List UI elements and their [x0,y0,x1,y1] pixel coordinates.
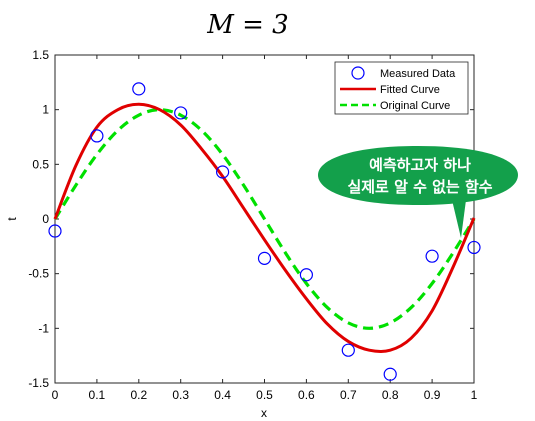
x-tick-label: 0 [52,388,59,402]
legend-marker-measured-data [351,66,365,80]
y-tick-label: 1 [42,103,49,117]
y-tick-label: -1 [38,321,49,335]
x-tick-label: 0.5 [256,388,273,402]
data-point [467,240,481,255]
callout-tail [452,200,466,238]
y-axis: -1.5 -1 -0.5 0 0.5 1 1.5 [28,48,474,390]
data-point [174,106,188,120]
y-tick-label: 0 [42,212,49,226]
data-point [48,224,62,238]
x-tick-label: 1 [471,388,478,402]
x-tick-label: 0.9 [424,388,441,402]
x-tick-label: 0.2 [130,388,147,402]
series-markers-measured-data [48,82,481,381]
data-point [341,343,355,357]
legend-label-original-curve: Original Curve [380,100,450,112]
series-line-original-curve [53,108,476,330]
x-tick-label: 0.4 [214,388,231,402]
callout-line-1: 예측하고자 하나 [369,156,471,174]
x-tick-label: 0.8 [382,388,399,402]
data-point [216,165,230,179]
data-point [90,129,104,143]
y-tick-label: 0.5 [32,157,49,171]
x-tick-label: 0.3 [172,388,189,402]
legend-label-fitted-curve: Fitted Curve [380,84,440,96]
legend-label-measured-data: Measured Data [380,68,456,80]
callout-line-2: 실제로 알 수 없는 함수 [347,178,492,196]
series-line-fitted-curve [53,102,476,353]
y-tick-label: -0.5 [28,267,49,281]
callout-annotation: 예측하고자 하나 실제로 알 수 없는 함수 [318,146,518,238]
chart-title: M = 3 [206,10,288,40]
data-point [383,367,397,381]
x-axis: 0 0.1 0.2 0.3 0.4 0.5 0.6 0.7 0.8 0.9 1 [52,55,478,402]
series-layer [48,82,481,381]
data-point [299,268,313,282]
callout-bubble [318,146,518,205]
legend: Measured Data Fitted Curve Original Curv… [334,61,469,115]
y-tick-label: -1.5 [28,376,49,390]
x-axis-label: x [261,406,267,420]
data-point [425,249,439,263]
x-tick-label: 0.1 [89,388,106,402]
y-tick-label: 1.5 [32,48,49,62]
x-tick-label: 0.7 [340,388,357,402]
y-axis-label: t [5,217,19,221]
x-tick-label: 0.6 [298,388,315,402]
data-point [132,82,146,96]
data-point [257,251,272,265]
